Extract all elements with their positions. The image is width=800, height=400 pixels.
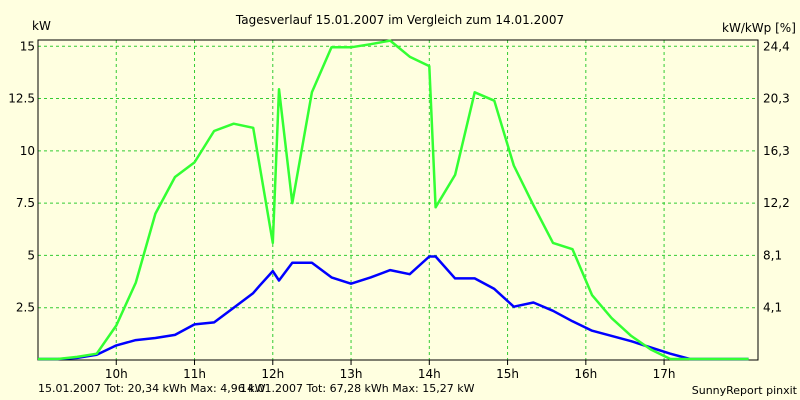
x-tick-label: 15h [496, 367, 519, 381]
tick-layer: 10h 11h 12h 13h 14h 15h 16h 17h 2.5 4,1 5 8,1 7.5 12,… [8, 39, 789, 381]
x-tick-label: 16h [574, 367, 597, 381]
series-line-1 [38, 255, 749, 361]
y-tick-label-left: 5 [27, 248, 35, 262]
x-tick-label: 10h [105, 367, 128, 381]
chart-title: Tagesverlauf 15.01.2007 im Vergleich zum… [235, 13, 564, 27]
series-line-2 [38, 39, 749, 361]
x-tick-label: 14h [418, 367, 441, 381]
grid-layer [38, 40, 758, 360]
y-tick-label-right: 4,1 [763, 301, 782, 315]
x-tick-label: 11h [183, 367, 206, 381]
y-tick-label-left: 10 [20, 144, 35, 158]
y-tick-label-left: 2.5 [16, 301, 35, 315]
y-tick-label-left: 7.5 [16, 196, 35, 210]
y-axis-right-label: kW/kWp [%] [722, 21, 796, 35]
legend-series-1: 15.01.2007 Tot: 20,34 kWh Max: 4,96 kW [38, 382, 266, 395]
credit-label: SunnyReport pinxit [692, 384, 798, 397]
y-tick-label-right: 12,2 [763, 196, 790, 210]
series-layer [38, 39, 749, 361]
y-tick-label-left: 15 [20, 39, 35, 53]
y-tick-label-right: 24,4 [763, 39, 790, 53]
y-tick-label-right: 8,1 [763, 248, 782, 262]
y-tick-label-right: 20,3 [763, 92, 790, 106]
x-tick-label: 13h [340, 367, 363, 381]
y-tick-label-right: 16,3 [763, 144, 790, 158]
legend-series-2: 14.01.2007 Tot: 67,28 kWh Max: 15,27 kW [240, 382, 475, 395]
x-tick-label: 12h [261, 367, 284, 381]
plot-frame [37, 39, 759, 361]
x-tick-label: 17h [653, 367, 676, 381]
y-axis-left-label: kW [32, 19, 51, 33]
y-tick-label-left: 12.5 [8, 92, 35, 106]
